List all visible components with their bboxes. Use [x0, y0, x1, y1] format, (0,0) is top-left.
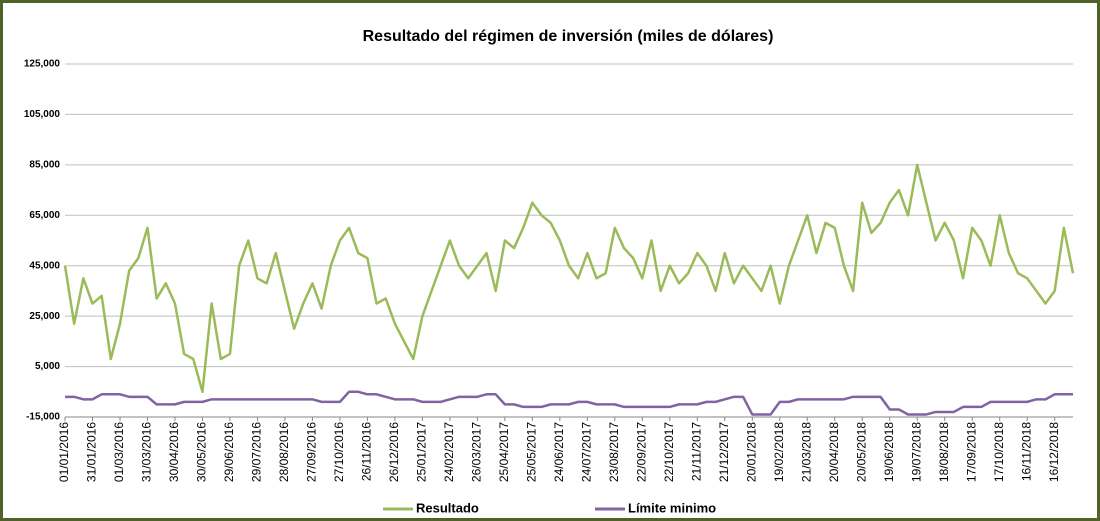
x-tick-label: 22/09/2017: [634, 422, 648, 482]
y-tick-label: 5,000: [35, 361, 60, 372]
x-tick-label: 20/01/2018: [744, 422, 758, 482]
y-tick-label: 125,000: [24, 59, 61, 70]
y-tick-label: 25,000: [29, 311, 60, 322]
legend-label: Resultado: [416, 500, 479, 515]
x-tick-label: 17/09/2018: [964, 422, 978, 482]
x-tick-label: 31/03/2016: [140, 422, 154, 482]
series-line: [65, 390, 1073, 416]
y-tick-label: 45,000: [29, 260, 60, 271]
x-tick-label: 16/12/2018: [1047, 422, 1061, 482]
y-tick-label: -15,000: [26, 412, 60, 423]
x-tick-label: 30/04/2016: [167, 422, 181, 482]
x-tick-label: 16/11/2018: [1019, 422, 1033, 481]
series-line: [63, 163, 1075, 394]
x-tick-label: 25/01/2017: [415, 422, 429, 482]
x-tick-label: 29/07/2016: [250, 422, 264, 482]
x-tick-label: 24/07/2017: [579, 422, 593, 482]
x-tick-label: 26/11/2016: [360, 422, 374, 481]
y-tick-label: 105,000: [24, 109, 61, 120]
x-tick-label: 27/10/2016: [332, 422, 346, 482]
x-tick-label: 21/03/2018: [799, 422, 813, 482]
x-tick-label: 26/12/2016: [387, 422, 401, 482]
x-tick-label: 01/01/2016: [57, 422, 71, 482]
x-tick-label: 19/02/2018: [772, 422, 786, 482]
y-tick-label: 65,000: [29, 210, 60, 221]
x-tick-label: 27/09/2016: [305, 422, 319, 482]
x-tick-label: 01/03/2016: [112, 422, 126, 482]
chart-title: Resultado del régimen de inversión (mile…: [363, 28, 774, 45]
x-tick-label: 31/01/2016: [85, 422, 99, 482]
x-tick-label: 19/06/2018: [882, 422, 896, 482]
x-tick-label: 20/05/2018: [854, 422, 868, 482]
x-tick-label: 26/03/2017: [470, 422, 484, 482]
y-tick-label: 85,000: [29, 159, 60, 170]
x-tick-label: 29/06/2016: [222, 422, 236, 482]
x-tick-label: 23/08/2017: [607, 422, 621, 482]
x-tick-label: 20/04/2018: [827, 422, 841, 482]
x-tick-label: 24/06/2017: [552, 422, 566, 482]
x-tick-label: 25/04/2017: [497, 422, 511, 482]
legend-label: Límite minimo: [628, 500, 716, 515]
x-tick-label: 28/08/2016: [277, 422, 291, 482]
x-tick-label: 24/02/2017: [442, 422, 456, 482]
x-tick-label: 30/05/2016: [195, 422, 209, 482]
x-tick-label: 18/08/2018: [937, 422, 951, 482]
x-tick-label: 22/10/2017: [662, 422, 676, 482]
x-tick-label: 25/05/2017: [525, 422, 539, 482]
x-tick-label: 21/12/2017: [717, 422, 731, 482]
x-tick-label: 19/07/2018: [909, 422, 923, 482]
x-tick-label: 21/11/2017: [689, 422, 703, 481]
x-tick-label: 17/10/2018: [992, 422, 1006, 482]
